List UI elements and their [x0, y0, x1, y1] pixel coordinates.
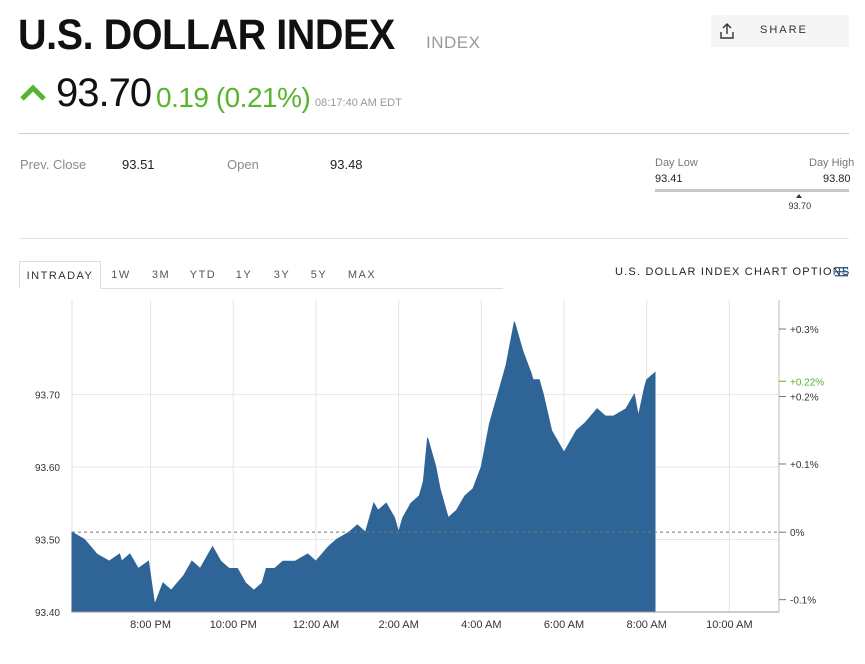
y-tick-label: 93.70 — [35, 390, 60, 401]
intraday-chart: 8:00 PM 10:00 PM 12:00 AM 2:00 AM 4:00 AM 6:0… — [35, 300, 824, 631]
divider — [19, 133, 849, 134]
open-label: Open — [227, 157, 259, 172]
open-value: 93.48 — [330, 157, 363, 172]
day-low-value: 93.41 — [655, 173, 683, 185]
quote-timestamp: 08:17:40 AM EDT — [315, 97, 402, 109]
menu-icon[interactable] — [835, 266, 848, 277]
day-low-label: Day Low — [655, 157, 698, 169]
x-tick-label: 2:00 AM — [378, 619, 418, 631]
right-tick-label: +0.2% — [790, 393, 819, 404]
tab-1y[interactable]: 1Y — [235, 269, 253, 281]
x-tick-label: 4:00 AM — [461, 619, 501, 631]
price-change: 0.19 (0.21%) — [156, 82, 311, 113]
tabs-underline — [101, 288, 503, 289]
current-percent-label: +0.22% — [790, 377, 824, 388]
last-price: 93.70 — [56, 71, 152, 115]
day-range-marker-icon — [795, 194, 802, 198]
y-tick-label: 93.50 — [35, 535, 60, 546]
instrument-type-label: INDEX — [426, 33, 481, 52]
day-high-value: 93.80 — [823, 173, 851, 185]
page-title: U.S. DOLLAR INDEX — [18, 11, 395, 59]
y-tick-label: 93.60 — [35, 463, 60, 474]
price-area — [71, 321, 656, 613]
x-tick-label: 6:00 AM — [544, 619, 584, 631]
tab-intraday[interactable]: INTRADAY — [19, 261, 101, 289]
share-icon — [720, 23, 734, 39]
right-tick-label: 0% — [790, 528, 805, 539]
x-tick-label: 10:00 AM — [706, 619, 752, 631]
x-tick-label: 8:00 PM — [130, 619, 171, 631]
right-tick-label: +0.3% — [790, 325, 819, 336]
x-tick-label: 10:00 PM — [210, 619, 257, 631]
tab-1w[interactable]: 1W — [111, 269, 131, 281]
tab-5y[interactable]: 5Y — [310, 269, 328, 281]
share-label: SHARE — [760, 24, 808, 36]
tab-3m[interactable]: 3M — [151, 269, 171, 281]
right-tick-label: -0.1% — [790, 596, 816, 607]
day-range-bar — [655, 189, 849, 192]
x-tick-label: 8:00 AM — [627, 619, 667, 631]
share-button[interactable]: SHARE — [711, 15, 849, 47]
day-high-label: Day High — [809, 157, 855, 169]
prev-close-value: 93.51 — [122, 157, 155, 172]
tab-max[interactable]: MAX — [347, 269, 377, 281]
day-range-current-value: 93.70 — [788, 201, 812, 211]
chart-options-button[interactable]: U.S. DOLLAR INDEX CHART OPTIONS — [615, 266, 851, 278]
tab-3y[interactable]: 3Y — [273, 269, 291, 281]
right-tick-label: +0.1% — [790, 460, 819, 471]
prev-close-label: Prev. Close — [20, 157, 87, 172]
x-tick-label: 12:00 AM — [293, 619, 339, 631]
arrow-up-icon — [20, 84, 46, 101]
y-tick-label: 93.40 — [35, 608, 60, 619]
tab-ytd[interactable]: YTD — [189, 269, 217, 281]
divider — [19, 238, 849, 239]
